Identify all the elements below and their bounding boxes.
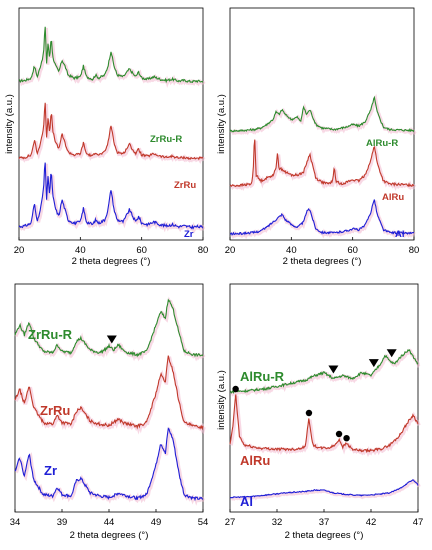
series-line-alru bbox=[229, 394, 419, 454]
peak-triangle-marker bbox=[328, 365, 339, 374]
panel-al-zoom: 27 32 37 42 47 AlRu-R AlRu Al 2 theta degree… bbox=[216, 283, 424, 541]
x-tick-label: 80 bbox=[409, 245, 420, 256]
panel-zr-zoom: 34 39 44 49 54 ZrRu-R ZrRu Zr 2 theta degree… bbox=[10, 283, 209, 541]
series-shadow-zrru bbox=[14, 356, 206, 435]
plot-frame bbox=[18, 7, 204, 241]
series-layer bbox=[229, 348, 421, 501]
tick-layer: 34 39 44 49 54 bbox=[10, 509, 209, 528]
p3-label-zrru: ZrRu bbox=[40, 403, 70, 418]
x-tick-label: 42 bbox=[366, 517, 377, 528]
p1-label-zr: Zr bbox=[184, 229, 194, 240]
series-line-zrru-r bbox=[14, 298, 204, 358]
x-tick-label: 54 bbox=[198, 517, 209, 528]
series-shadow-zrru bbox=[18, 103, 206, 164]
peak-dot-marker bbox=[343, 435, 350, 442]
peak-triangle-marker bbox=[386, 349, 397, 358]
p3-label-zrru-r: ZrRu-R bbox=[28, 327, 73, 342]
series-line-zr bbox=[14, 427, 204, 502]
x-tick-label: 49 bbox=[151, 517, 162, 528]
series-line-alru-r bbox=[229, 95, 415, 133]
tick-layer: 20 40 60 80 bbox=[225, 237, 420, 256]
x-tick-label: 20 bbox=[225, 245, 236, 256]
x-tick-label: 37 bbox=[319, 517, 330, 528]
x-tick-label: 60 bbox=[347, 245, 358, 256]
series-layer bbox=[229, 93, 417, 240]
tick-layer: 20 40 60 80 bbox=[14, 237, 209, 256]
p2-label-alru-r: AlRu-R bbox=[366, 138, 398, 149]
x-tick-label: 32 bbox=[272, 517, 283, 528]
series-layer bbox=[18, 26, 206, 234]
x-tick-label: 40 bbox=[286, 245, 297, 256]
p2-y-axis-title: intensity (a.u.) bbox=[216, 94, 227, 154]
peak-triangle-marker bbox=[106, 335, 117, 344]
peak-dot-marker bbox=[232, 385, 239, 393]
x-tick-label: 20 bbox=[14, 245, 25, 256]
series-line-zr bbox=[18, 162, 204, 230]
series-line-al bbox=[229, 199, 415, 236]
p4-x-axis-title: 2 theta degrees (°) bbox=[285, 530, 364, 541]
peak-dot-marker bbox=[335, 430, 343, 438]
series-line-al bbox=[229, 479, 419, 499]
x-tick-label: 34 bbox=[10, 517, 21, 528]
panel-zr-full-range: 20 40 60 80 ZrRu-R ZrRu Zr 2 theta degrees … bbox=[4, 7, 209, 267]
p4-label-alru: AlRu bbox=[240, 453, 270, 468]
p2-label-alru: AlRu bbox=[382, 192, 404, 203]
x-tick-label: 40 bbox=[75, 245, 86, 256]
x-tick-label: 44 bbox=[104, 517, 115, 528]
x-tick-label: 27 bbox=[225, 517, 236, 528]
p4-y-axis-title: intensity (a.u.) bbox=[216, 370, 227, 430]
series-line-zrru bbox=[14, 355, 204, 431]
series-line-alru-r bbox=[229, 349, 419, 395]
p3-x-axis-title: 2 theta degrees (°) bbox=[70, 530, 149, 541]
tick-layer: 27 32 37 42 47 bbox=[225, 509, 424, 528]
series-line-zrru-r bbox=[18, 26, 204, 84]
panel-al-full-range: 20 40 60 80 AlRu-R AlRu Al 2 theta degrees … bbox=[216, 7, 420, 267]
x-tick-label: 39 bbox=[57, 517, 68, 528]
x-tick-label: 60 bbox=[136, 245, 147, 256]
plot-frame bbox=[229, 7, 415, 241]
plot-frame bbox=[229, 283, 419, 513]
p1-y-axis-title: intensity (a.u.) bbox=[4, 94, 15, 154]
p4-label-al: Al bbox=[240, 494, 253, 509]
series-line-alru bbox=[229, 139, 415, 188]
series-layer bbox=[14, 296, 206, 506]
x-tick-label: 47 bbox=[413, 517, 424, 528]
p4-label-alru-r: AlRu-R bbox=[240, 369, 285, 384]
p1-label-zrru-r: ZrRu-R bbox=[150, 134, 182, 145]
p2-x-axis-title: 2 theta degrees (°) bbox=[283, 256, 362, 267]
p2-label-al: Al bbox=[395, 229, 405, 240]
peak-triangle-marker bbox=[368, 359, 379, 368]
p1-x-axis-title: 2 theta degrees (°) bbox=[72, 256, 151, 267]
x-tick-label: 80 bbox=[198, 245, 209, 256]
p1-label-zrru: ZrRu bbox=[174, 180, 196, 191]
p3-label-zr: Zr bbox=[44, 463, 57, 478]
peak-dot-marker bbox=[305, 409, 313, 417]
series-shadow-al bbox=[230, 200, 416, 240]
series-line-zrru bbox=[18, 102, 204, 161]
